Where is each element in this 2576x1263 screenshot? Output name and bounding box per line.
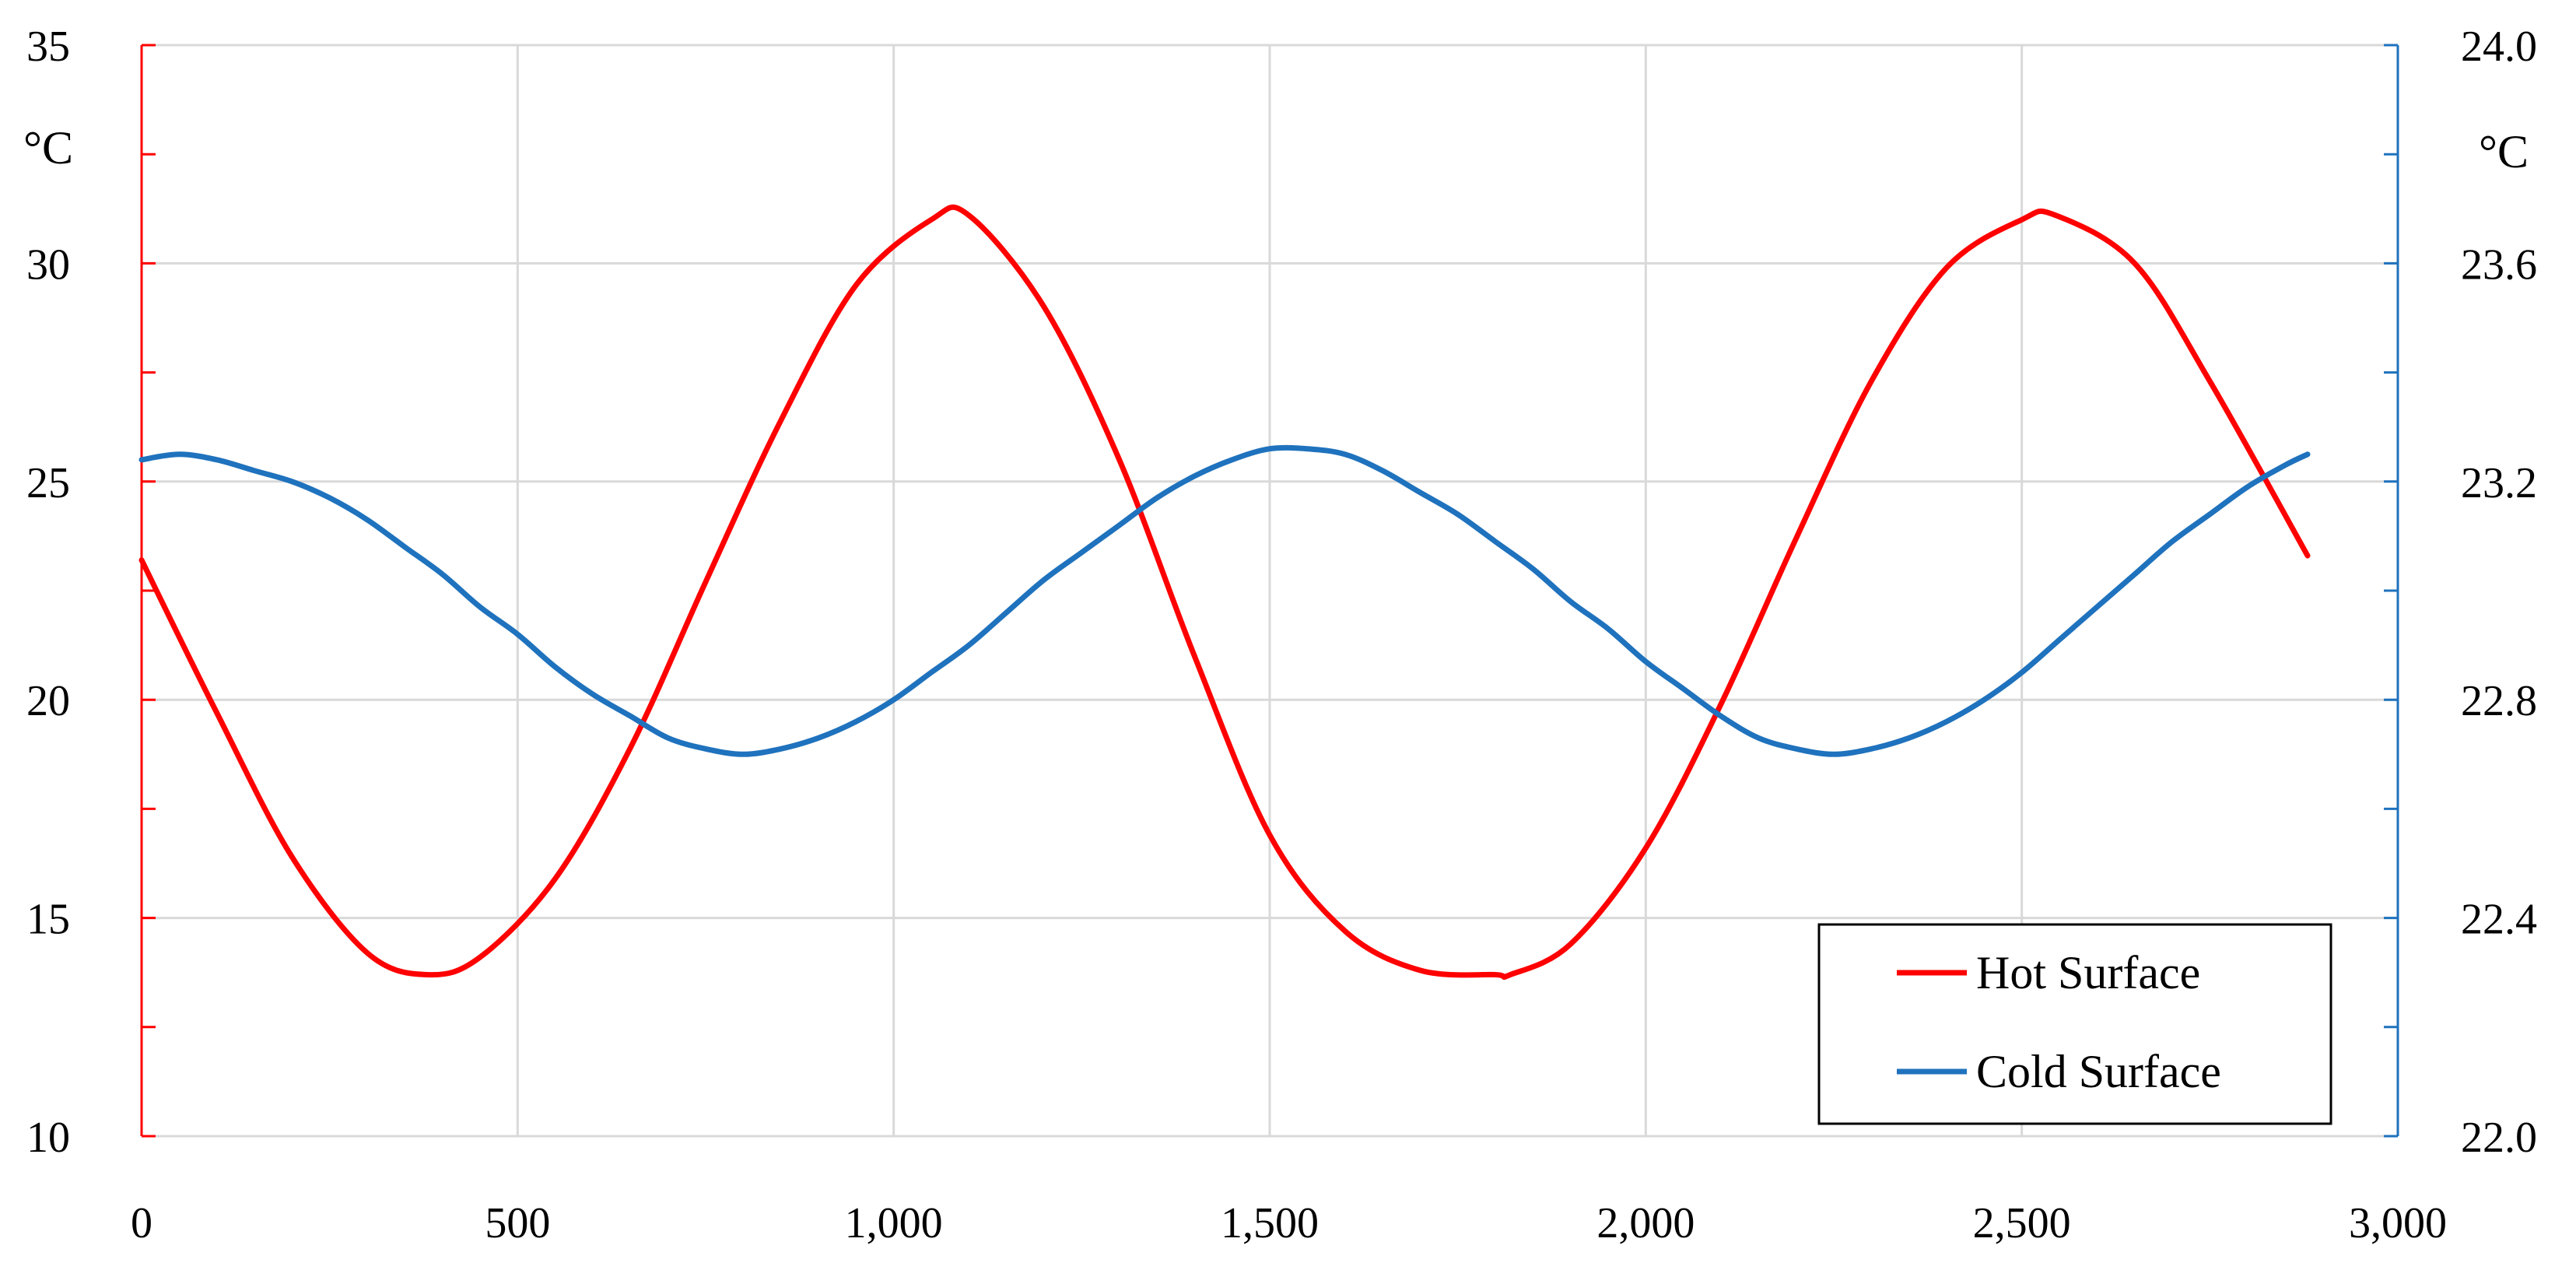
series-line-hot-surface [138, 204, 2311, 981]
x-tick-label: 0 [131, 1199, 152, 1247]
left-tick-label: 15 [26, 896, 70, 944]
left-axis-unit: °C [23, 122, 73, 174]
x-tick-label: 2,500 [1973, 1199, 2071, 1247]
right-tick-label: 23.2 [2461, 459, 2537, 507]
left-tick-label: 20 [26, 677, 70, 725]
left-tick-label: 10 [26, 1114, 70, 1162]
left-tick-label: 25 [26, 459, 70, 507]
tick-labels: 10 15 20 25 30 35 22.0 22.4 22.8 23.2 23.6 24.0 0 500… [26, 23, 2537, 1247]
x-tick-label: 1,000 [845, 1199, 943, 1247]
x-tick-label: 3,000 [2349, 1199, 2447, 1247]
legend-label-cold-surface: Cold Surface [1976, 1046, 2221, 1097]
legend-box [1817, 923, 2332, 1125]
series-line-cold-surface [138, 444, 2311, 757]
series-lines [138, 204, 2311, 981]
legend: Hot Surface Cold Surface [1817, 923, 2332, 1125]
left-tick-label: 35 [26, 23, 70, 71]
right-tick-label: 22.8 [2461, 677, 2537, 725]
x-tick-label: 1,500 [1221, 1199, 1319, 1247]
left-tick-label: 30 [26, 240, 70, 289]
right-tick-label: 22.0 [2461, 1114, 2537, 1162]
axes [140, 44, 2399, 1138]
right-tick-label: 22.4 [2461, 896, 2537, 944]
right-axis-unit: °C [2479, 126, 2529, 177]
x-tick-label: 500 [485, 1199, 550, 1247]
legend-label-hot-surface: Hot Surface [1976, 947, 2200, 998]
x-tick-label: 2,000 [1596, 1199, 1695, 1247]
right-tick-label: 24.0 [2461, 23, 2537, 71]
right-tick-label: 23.6 [2461, 240, 2537, 289]
